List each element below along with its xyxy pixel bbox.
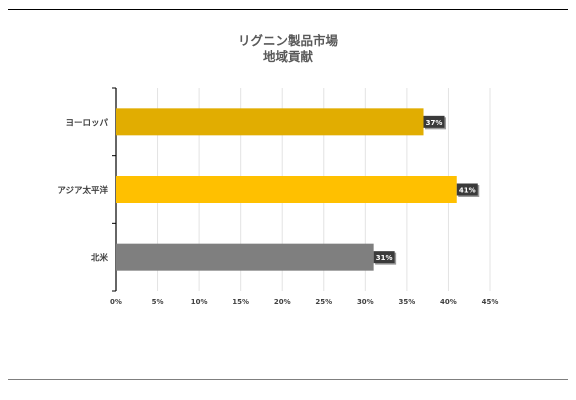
bar-3 [116,243,374,271]
data-label-box [423,115,445,128]
data-label-box [373,251,395,264]
chart-title-line-1: リグニン製品市場 [237,33,338,48]
bottom-rule [8,379,568,380]
x-tick-label: 40% [440,298,457,306]
chart-title: リグニン製品市場 地域貢献 [0,33,576,65]
x-tick-label: 35% [399,298,416,306]
x-tick-label: 45% [482,298,499,306]
x-tick-label: 5% [152,298,164,306]
x-tick-label: 15% [232,298,249,306]
top-rule [8,9,568,10]
x-tick-label: 20% [274,298,291,306]
data-label: 41% [459,187,476,195]
chart-title-line-2: 地域貢献 [262,49,313,64]
category-label: ヨーロッパ [65,117,108,128]
x-tick-label: 0% [110,298,122,306]
data-label-box [456,183,478,196]
data-label: 37% [426,119,443,127]
x-tick-label: 30% [357,298,374,306]
x-tick-label: 10% [191,298,208,306]
category-label: アジア太平洋 [57,185,108,196]
bar-1 [116,108,424,136]
data-label: 31% [376,254,393,262]
x-tick-label: 25% [315,298,332,306]
category-label: 北米 [91,253,109,264]
bar-2 [116,176,457,203]
